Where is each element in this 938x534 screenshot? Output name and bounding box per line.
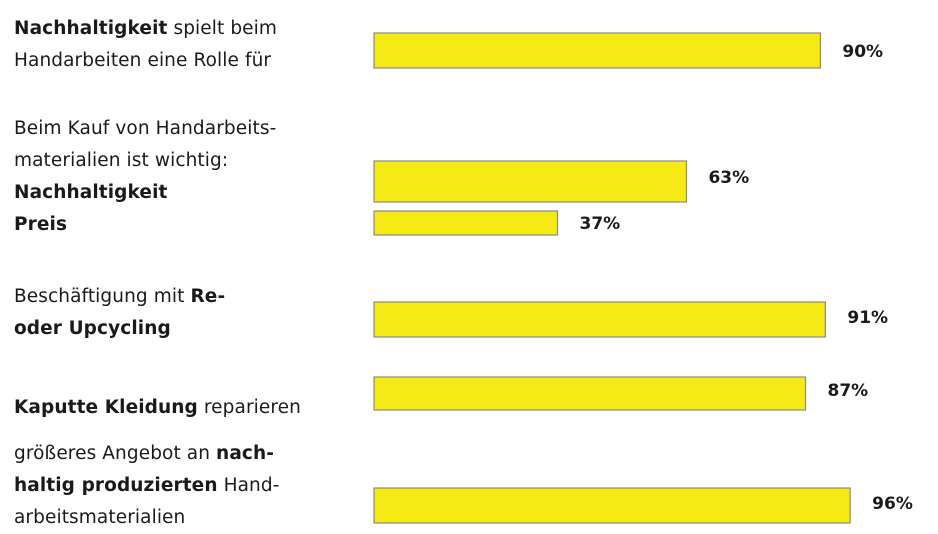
label-text: Beim Kauf von Handarbeits- [14, 118, 277, 139]
category-label-line: Beschäftigung mit Re- [14, 281, 225, 313]
bar-value-label: 96% [872, 494, 913, 514]
category-label-line: haltig produzierten Hand- [14, 470, 279, 502]
category-label-line: Preis [14, 209, 276, 241]
category-label-line: Kaputte Kleidung reparieren [14, 392, 301, 424]
category-label-line: Nachhaltigkeit spielt beim [14, 13, 277, 45]
bar [373, 32, 821, 69]
bar-value-label: 91% [847, 308, 888, 328]
category-label-line: materialien ist wichtig: [14, 145, 276, 177]
category-label-line: Handarbeiten eine Rolle für [14, 45, 277, 77]
bar-value-label: 63% [708, 168, 749, 188]
category-label-line: Nachhaltigkeit [14, 177, 276, 209]
label-bold-text: Re- [190, 286, 226, 307]
bar-value-label: 37% [580, 214, 621, 234]
category-label-line: arbeitsmaterialien [14, 502, 279, 534]
bar [373, 301, 826, 338]
bar-value-label: 87% [828, 381, 869, 401]
category-label: Beim Kauf von Handarbeits-materialien is… [14, 113, 276, 241]
label-text: Handarbeiten eine Rolle für [14, 50, 272, 71]
bar [373, 487, 851, 524]
category-label-line: oder Upcycling [14, 313, 225, 345]
bar [373, 210, 559, 236]
category-label: Beschäftigung mit Re-oder Upcycling [14, 281, 225, 345]
bar [373, 376, 807, 411]
label-bold-text: haltig produzierten [14, 475, 218, 496]
label-text: größeres Angebot an [14, 443, 217, 464]
label-text: Beschäftigung mit [14, 286, 191, 307]
category-label-line: größeres Angebot an nach- [14, 438, 279, 470]
bar-value-label: 90% [842, 42, 883, 62]
label-bold-text: oder Upcycling [14, 318, 171, 339]
category-label-line: Beim Kauf von Handarbeits- [14, 113, 276, 145]
label-bold-text: Nachhaltigkeit [14, 18, 168, 39]
label-text: Hand- [217, 475, 280, 496]
bar [373, 160, 688, 203]
label-bold-text: nach- [216, 443, 275, 464]
label-bold-text: Kaputte Kleidung [14, 397, 198, 418]
label-text: arbeitsmaterialien [14, 507, 186, 528]
category-label: Nachhaltigkeit spielt beim Handarbeiten e… [14, 13, 277, 77]
label-bold-text: Preis [14, 214, 68, 235]
label-text: reparieren [197, 397, 301, 418]
label-bold-text: Nachhaltigkeit [14, 182, 168, 203]
label-text: spielt beim [167, 18, 278, 39]
label-text: materialien ist wichtig: [14, 150, 229, 171]
category-label: größeres Angebot an nach-haltig produzie… [14, 438, 279, 534]
category-label: Kaputte Kleidung reparieren [14, 392, 301, 424]
